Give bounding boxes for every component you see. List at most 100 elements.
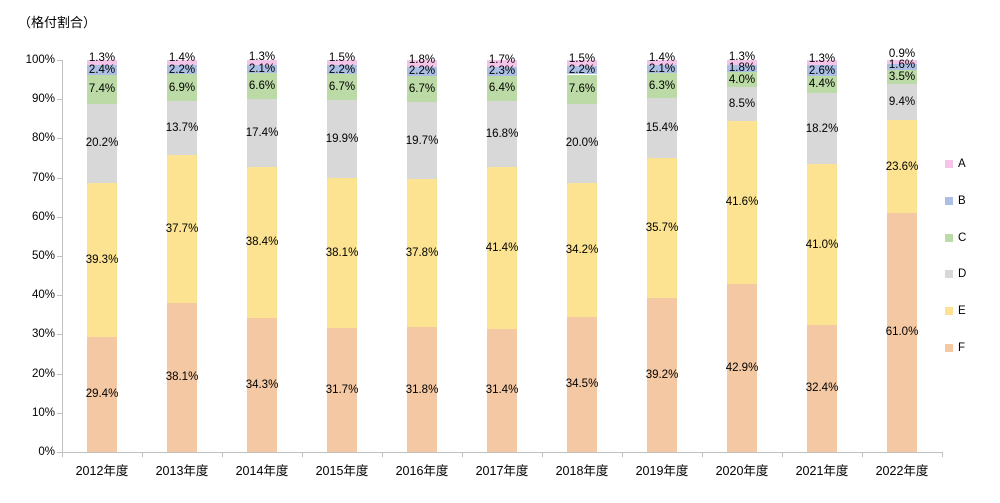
- bar-segment-c: [887, 69, 917, 84]
- x-axis-category-label: 2017年度: [475, 464, 529, 478]
- bar-segment-a: [487, 60, 517, 67]
- legend-label: F: [958, 342, 966, 354]
- y-axis-tick-label: 20%: [31, 367, 55, 380]
- x-axis-tick: [462, 452, 463, 457]
- bar-segment-c: [87, 74, 117, 104]
- bar-segment-a: [247, 59, 277, 65]
- legend-swatch-d: [945, 270, 953, 279]
- x-axis-category-label: 2012年度: [75, 464, 129, 478]
- y-axis-tick-label: 0%: [38, 446, 55, 458]
- y-axis-tick-label: 30%: [31, 328, 55, 341]
- bar-segment-c: [647, 73, 677, 98]
- x-axis-category-label: 2016年度: [395, 464, 449, 478]
- bar-segment-f: [807, 324, 837, 452]
- bar-segment-b: [887, 63, 917, 70]
- bar-segment-d: [727, 87, 757, 121]
- bar-segment-c: [727, 71, 757, 88]
- bar-segment-d: [807, 92, 837, 165]
- bar-segment-b: [327, 65, 357, 75]
- y-axis-tick-label: 100%: [25, 54, 55, 66]
- legend: A B C D E F: [943, 0, 998, 503]
- bar-segment-a: [647, 59, 677, 66]
- legend-swatch-b: [945, 196, 953, 205]
- bar-segment-b: [727, 64, 757, 72]
- bar-segment-a: [167, 60, 197, 66]
- legend-label: C: [958, 231, 967, 244]
- bar-segment-e: [887, 120, 917, 213]
- y-axis-tick: [57, 217, 62, 218]
- x-axis-tick: [942, 452, 943, 457]
- y-axis-tick: [57, 60, 62, 61]
- bar-segment-c: [567, 74, 597, 105]
- bar-segment-d: [647, 98, 677, 159]
- bar-segment-f: [727, 283, 757, 452]
- y-axis-tick-label: 80%: [31, 132, 55, 145]
- x-axis-tick: [542, 452, 543, 457]
- bar-segment-c: [167, 74, 197, 102]
- bar-segment-b: [647, 65, 677, 74]
- y-axis-tick: [57, 99, 62, 100]
- bar-segment-f: [647, 298, 677, 452]
- legend-swatch-e: [945, 307, 953, 316]
- bar-segment-d: [327, 100, 357, 179]
- x-axis-tick: [382, 452, 383, 457]
- x-axis-category-label: 2022年度: [875, 464, 929, 478]
- y-axis-tick: [57, 295, 62, 296]
- bar-segment-b: [87, 65, 117, 75]
- bar-segment-c: [327, 74, 357, 101]
- legend-label: B: [958, 194, 966, 207]
- x-axis-tick: [782, 452, 783, 457]
- y-axis-tick-label: 90%: [31, 93, 55, 106]
- bar-segment-f: [407, 327, 437, 452]
- legend-swatch-c: [945, 233, 953, 242]
- y-axis-tick-label: 50%: [31, 250, 55, 262]
- x-axis-tick: [862, 452, 863, 457]
- x-axis-category-label: 2013年度: [155, 464, 209, 478]
- x-axis-tick: [142, 452, 143, 457]
- segment-label-a: 0.9%: [888, 47, 916, 60]
- x-axis-tick: [702, 452, 703, 457]
- y-axis-line: [62, 60, 63, 453]
- bar-segment-b: [807, 65, 837, 76]
- bar-segment-b: [407, 67, 437, 76]
- bar-segment-c: [807, 75, 837, 93]
- y-axis-tick: [57, 138, 62, 139]
- legend-swatch-f: [945, 344, 953, 352]
- bar-segment-d: [487, 100, 517, 167]
- y-axis-tick: [57, 413, 62, 414]
- bar-segment-f: [567, 316, 597, 452]
- x-axis-category-label: 2019年度: [635, 464, 689, 478]
- bar-segment-e: [247, 167, 277, 318]
- x-axis-tick: [302, 452, 303, 457]
- bar-segment-d: [167, 101, 197, 155]
- bar-segment-e: [487, 166, 517, 329]
- bar-segment-f: [487, 328, 517, 452]
- bar-segment-a: [327, 59, 357, 66]
- x-axis-category-label: 2014年度: [235, 464, 289, 478]
- bar-segment-a: [727, 59, 757, 65]
- x-axis-category-label: 2015年度: [315, 464, 369, 478]
- y-axis-tick-label: 60%: [31, 210, 55, 223]
- x-axis-tick: [622, 452, 623, 457]
- y-axis-tick: [57, 256, 62, 257]
- bar-segment-c: [487, 75, 517, 101]
- bar-segment-a: [407, 60, 437, 68]
- bar-segment-a: [567, 60, 597, 66]
- legend-label: D: [958, 268, 967, 281]
- bar-segment-c: [247, 72, 277, 99]
- y-axis-tick: [57, 178, 62, 179]
- bar-segment-b: [487, 66, 517, 76]
- bar-segment-c: [407, 75, 437, 102]
- bar-segment-a: [887, 60, 917, 64]
- bar-segment-f: [327, 327, 357, 452]
- bar-segment-b: [167, 65, 197, 75]
- bar-segment-f: [167, 302, 197, 452]
- bar-segment-d: [567, 104, 597, 183]
- bar-segment-e: [327, 178, 357, 328]
- y-axis-tick-label: 70%: [31, 171, 55, 184]
- x-axis-category-label: 2021年度: [795, 464, 849, 478]
- bar-segment-f: [247, 317, 277, 452]
- legend-label: A: [958, 158, 966, 170]
- y-axis-tick-label: 10%: [31, 406, 55, 419]
- x-axis-category-label: 2020年度: [715, 464, 769, 478]
